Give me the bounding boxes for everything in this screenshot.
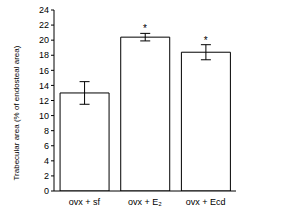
svg-text:24: 24	[39, 5, 49, 15]
svg-text:ovx + E₂: ovx + E₂	[128, 197, 162, 207]
svg-text:16: 16	[39, 66, 49, 76]
svg-text:10: 10	[39, 111, 49, 121]
svg-text:6: 6	[44, 141, 49, 151]
svg-text:ovx + sf: ovx + sf	[69, 197, 101, 207]
svg-text:*: *	[143, 23, 147, 34]
svg-text:8: 8	[44, 126, 49, 136]
svg-text:Trabecular area (% of endostea: Trabecular area (% of endosteal area)	[12, 45, 21, 180]
svg-text:20: 20	[39, 35, 49, 45]
svg-text:ovx + Ecd: ovx + Ecd	[186, 197, 226, 207]
svg-text:18: 18	[39, 50, 49, 60]
svg-text:4: 4	[44, 156, 49, 166]
svg-text:0: 0	[44, 186, 49, 196]
svg-text:*: *	[204, 35, 208, 46]
svg-text:12: 12	[39, 96, 49, 106]
svg-text:14: 14	[39, 81, 49, 91]
svg-text:2: 2	[44, 171, 49, 181]
svg-text:22: 22	[39, 20, 49, 30]
